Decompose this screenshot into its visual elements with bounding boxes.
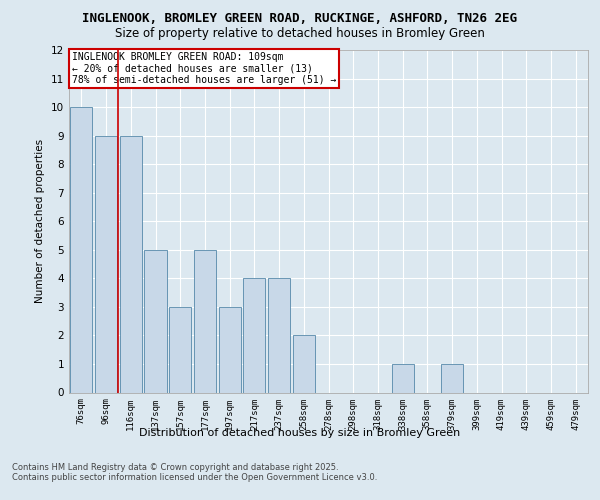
Bar — [70, 107, 92, 393]
Bar — [218, 307, 241, 392]
Bar — [243, 278, 265, 392]
Bar — [95, 136, 117, 392]
Y-axis label: Number of detached properties: Number of detached properties — [35, 139, 46, 304]
Text: INGLENOOK, BROMLEY GREEN ROAD, RUCKINGE, ASHFORD, TN26 2EG: INGLENOOK, BROMLEY GREEN ROAD, RUCKINGE,… — [83, 12, 517, 26]
Text: Distribution of detached houses by size in Bromley Green: Distribution of detached houses by size … — [139, 428, 461, 438]
Bar — [119, 136, 142, 392]
Bar — [392, 364, 414, 392]
Bar — [169, 307, 191, 392]
Bar — [293, 336, 315, 392]
Bar — [441, 364, 463, 392]
Text: Contains HM Land Registry data © Crown copyright and database right 2025.
Contai: Contains HM Land Registry data © Crown c… — [12, 462, 377, 482]
Text: INGLENOOK BROMLEY GREEN ROAD: 109sqm
← 20% of detached houses are smaller (13)
7: INGLENOOK BROMLEY GREEN ROAD: 109sqm ← 2… — [71, 52, 336, 85]
Text: Size of property relative to detached houses in Bromley Green: Size of property relative to detached ho… — [115, 28, 485, 40]
Bar — [145, 250, 167, 392]
Bar — [268, 278, 290, 392]
Bar — [194, 250, 216, 392]
